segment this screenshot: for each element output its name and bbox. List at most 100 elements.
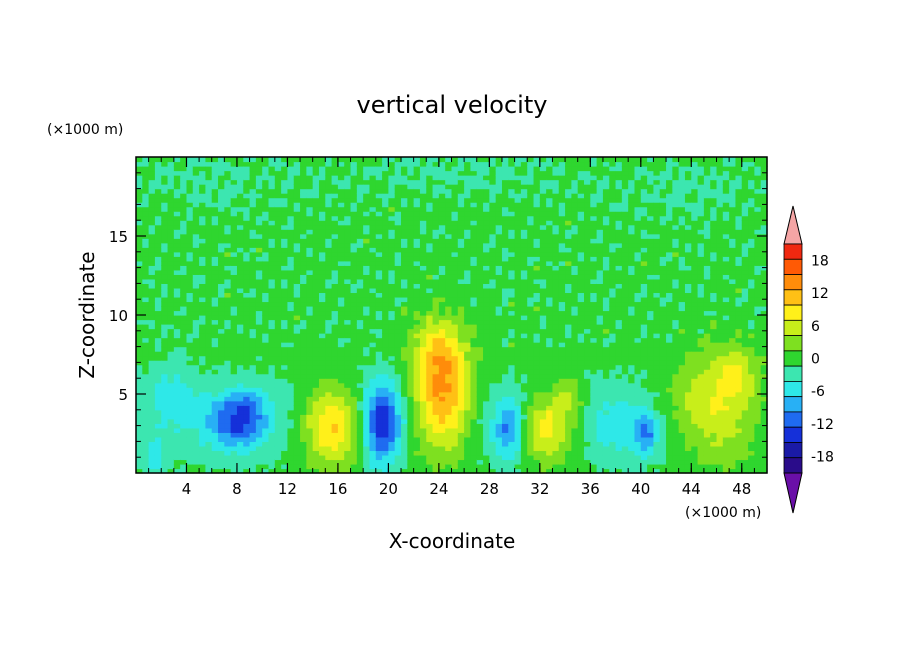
- field-cell: [293, 215, 301, 221]
- field-cell: [205, 242, 213, 248]
- field-cell: [565, 382, 572, 388]
- field-cell: [167, 242, 175, 248]
- field-cell: [331, 432, 339, 438]
- field-cell: [451, 450, 459, 456]
- field-cell: [432, 405, 440, 411]
- field-cell: [331, 260, 339, 266]
- field-cell: [577, 450, 585, 456]
- field-cell: [369, 463, 377, 470]
- field-cell: [438, 315, 446, 321]
- field-cell: [173, 423, 181, 429]
- field-cell: [218, 184, 225, 190]
- field-cell: [369, 260, 377, 266]
- field-cell: [451, 170, 459, 176]
- field-cell: [489, 211, 497, 217]
- field-cell: [501, 427, 509, 433]
- field-cell: [489, 224, 497, 230]
- field-cell: [243, 197, 251, 203]
- field-cell: [186, 454, 194, 461]
- field-cell: [382, 454, 389, 461]
- field-cell: [306, 161, 314, 167]
- field-cell: [205, 450, 213, 456]
- field-cell: [281, 310, 289, 316]
- field-cell: [565, 324, 572, 330]
- field-cell: [287, 432, 295, 438]
- field-cell: [514, 296, 522, 303]
- field-cell: [205, 287, 213, 294]
- field-cell: [483, 463, 490, 470]
- field-cell: [337, 409, 345, 415]
- field-cell: [167, 193, 175, 199]
- field-cell: [565, 418, 572, 424]
- field-cell: [375, 251, 383, 257]
- field-cell: [230, 373, 238, 379]
- field-cell: [533, 161, 541, 167]
- field-cell: [243, 179, 251, 185]
- field-cell: [577, 197, 585, 203]
- field-cell: [514, 251, 522, 257]
- field-cell: [344, 220, 352, 226]
- field-cell: [325, 224, 333, 230]
- field-cell: [136, 224, 143, 230]
- field-cell: [293, 364, 301, 370]
- field-cell: [438, 337, 446, 343]
- field-cell: [401, 432, 408, 438]
- field-cell: [312, 166, 320, 172]
- field-cell: [281, 373, 289, 379]
- field-cell: [224, 346, 232, 352]
- field-cell: [413, 166, 421, 172]
- field-cell: [577, 278, 585, 284]
- field-cell: [186, 405, 194, 411]
- field-cell: [546, 432, 554, 438]
- field-cell: [539, 382, 547, 388]
- field-cell: [533, 301, 541, 307]
- field-cell: [230, 215, 238, 221]
- field-cell: [426, 463, 434, 470]
- field-cell: [325, 265, 333, 271]
- field-cell: [419, 238, 427, 244]
- field-cell: [167, 369, 175, 375]
- field-cell: [369, 405, 377, 411]
- field-cell: [293, 310, 301, 316]
- field-cell: [394, 251, 402, 257]
- field-cell: [464, 373, 472, 379]
- field-cell: [142, 274, 150, 280]
- field-cell: [236, 315, 244, 321]
- field-cell: [281, 324, 289, 330]
- field-cell: [300, 260, 307, 266]
- field-cell: [432, 400, 440, 406]
- field-cell: [230, 441, 238, 447]
- field-cell: [571, 418, 579, 424]
- field-cell: [312, 175, 320, 181]
- field-cell: [274, 193, 282, 199]
- field-cell: [312, 414, 320, 420]
- field-cell: [514, 382, 522, 388]
- field-cell: [356, 184, 364, 190]
- field-cell: [558, 265, 566, 271]
- field-cell: [312, 441, 320, 447]
- field-cell: [287, 463, 295, 470]
- field-cell: [230, 315, 238, 321]
- field-cell: [136, 436, 143, 442]
- field-cell: [236, 328, 244, 334]
- field-cell: [514, 369, 522, 375]
- field-cell: [255, 157, 263, 163]
- field-cell: [407, 170, 415, 176]
- field-cell: [281, 265, 289, 271]
- field-cell: [224, 459, 232, 465]
- field-cell: [218, 418, 225, 424]
- field-cell: [344, 224, 352, 230]
- field-cell: [527, 319, 535, 325]
- field-cell: [501, 211, 509, 217]
- field-cell: [230, 170, 238, 176]
- field-cell: [375, 337, 383, 343]
- field-cell: [508, 427, 516, 433]
- field-cell: [199, 342, 207, 348]
- field-cell: [230, 355, 238, 361]
- field-cell: [451, 157, 459, 163]
- field-cell: [161, 414, 169, 420]
- field-cell: [558, 423, 566, 429]
- field-cell: [394, 454, 402, 461]
- field-cell: [388, 247, 396, 253]
- field-cell: [438, 220, 446, 226]
